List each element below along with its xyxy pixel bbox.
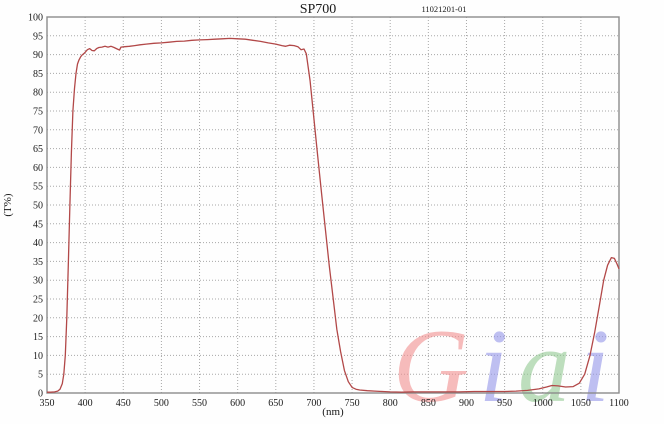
watermark-letter: a [518, 307, 581, 424]
y-tick-label: 85 [33, 69, 43, 80]
x-tick-label: 500 [154, 398, 169, 409]
transmission-curve [47, 37, 620, 393]
plot-frame [46, 16, 620, 394]
y-tick-label: 30 [33, 276, 43, 287]
x-tick-label: 900 [459, 398, 474, 409]
y-tick-label: 75 [33, 107, 43, 118]
y-tick-label: 15 [33, 332, 43, 343]
y-tick-label: 100 [28, 13, 43, 24]
y-tick-label: 25 [33, 295, 43, 306]
y-tick-label: 5 [38, 370, 43, 381]
x-tick-label: 850 [421, 398, 436, 409]
curve-line [47, 37, 620, 393]
y-tick-label: 70 [33, 125, 43, 136]
watermark-letter: G [393, 307, 479, 424]
x-tick-label: 800 [383, 398, 398, 409]
frame-rect [46, 16, 620, 394]
x-tick-label: 600 [230, 398, 245, 409]
x-tick-label: 700 [306, 398, 321, 409]
y-tick-label: 45 [33, 219, 43, 230]
y-tick-label: 40 [33, 238, 43, 249]
x-tick-label: 1100 [609, 398, 629, 409]
x-tick-label: 750 [345, 398, 360, 409]
y-axis-label: (T%) [2, 193, 14, 217]
axis-tick-labels: 0 5 10 15 20 25 30 35 40 45 50 55 60 65 70 75 80 85 90 95 10… [28, 13, 629, 410]
x-tick-label: 950 [497, 398, 512, 409]
y-tick-label: 50 [33, 201, 43, 212]
y-tick-label: 10 [33, 351, 43, 362]
y-tick-label: 35 [33, 257, 43, 268]
x-tick-label: 1000 [533, 398, 553, 409]
y-tick-label: 80 [33, 88, 43, 99]
chart-title: SP700 [300, 2, 337, 17]
watermark-letter: i [479, 307, 518, 424]
doc-number: 11021201-01 [421, 4, 466, 14]
x-tick-label: 400 [78, 398, 93, 409]
y-tick-label: 95 [33, 31, 43, 42]
x-tick-label: 650 [268, 398, 283, 409]
y-tick-label: 90 [33, 50, 43, 61]
y-tick-label: 60 [33, 163, 43, 174]
y-tick-label: 20 [33, 313, 43, 324]
x-tick-label: 1050 [571, 398, 591, 409]
y-tick-label: 55 [33, 182, 43, 193]
x-tick-label: 550 [192, 398, 207, 409]
y-tick-label: 65 [33, 144, 43, 155]
x-axis-label: (nm) [322, 406, 344, 418]
x-tick-label: 350 [40, 398, 55, 409]
gridlines [47, 17, 619, 393]
y-tick-label: 0 [38, 389, 43, 400]
x-tick-label: 450 [116, 398, 131, 409]
